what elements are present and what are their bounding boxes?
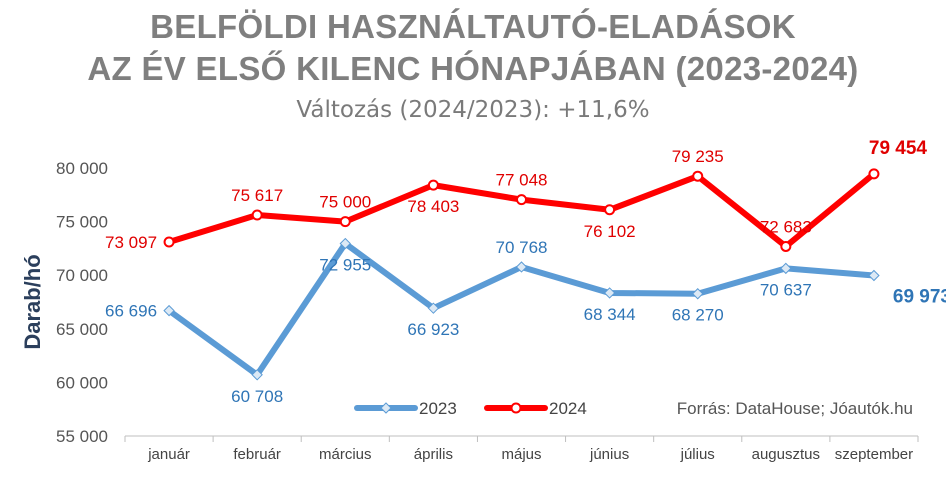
data-label-2024: 76 102 bbox=[584, 222, 636, 241]
data-label-2023: 69 973 bbox=[893, 286, 946, 307]
data-point-2023 bbox=[515, 261, 528, 273]
data-label-2023: 66 696 bbox=[105, 302, 157, 321]
data-point-2024 bbox=[427, 179, 439, 191]
data-point-2024 bbox=[163, 236, 175, 248]
data-point-2024 bbox=[251, 209, 263, 221]
chart-subtitle: Változás (2024/2023): +11,6% bbox=[296, 97, 650, 123]
data-label-2024: 73 097 bbox=[105, 233, 157, 252]
data-label-2023: 70 637 bbox=[760, 280, 812, 299]
y-tick-label: 75 000 bbox=[56, 213, 108, 232]
y-axis-title: Darab/hó bbox=[20, 254, 45, 349]
data-label-2024: 75 000 bbox=[319, 193, 371, 212]
data-label-2023: 60 708 bbox=[231, 387, 283, 406]
data-label-2024: 78 403 bbox=[407, 197, 459, 216]
data-label-2024: 77 048 bbox=[496, 171, 548, 190]
y-tick-label: 70 000 bbox=[56, 266, 108, 285]
x-tick-label: augusztus bbox=[752, 446, 820, 463]
data-point-2023 bbox=[339, 237, 351, 250]
data-point-2023 bbox=[780, 262, 792, 275]
y-tick-label: 80 000 bbox=[56, 159, 108, 178]
data-point-2024 bbox=[692, 170, 704, 182]
legend-label-2023: 2023 bbox=[419, 399, 457, 418]
x-tick-label: szeptember bbox=[835, 446, 913, 463]
y-tick-label: 60 000 bbox=[56, 373, 108, 392]
chart-title-line1: BELFÖLDI HASZNÁLTAUTÓ-ELADÁSOK bbox=[150, 8, 796, 45]
data-label-2024: 72 683 bbox=[760, 217, 812, 236]
x-tick-label: június bbox=[589, 446, 629, 463]
x-tick-label: április bbox=[414, 446, 453, 463]
data-point-2023 bbox=[692, 288, 704, 300]
legend-marker-2023 bbox=[380, 402, 392, 414]
data-point-2024 bbox=[604, 204, 616, 216]
x-tick-label: március bbox=[319, 446, 372, 463]
data-point-2023 bbox=[427, 302, 440, 314]
data-point-2024 bbox=[516, 194, 527, 206]
data-label-2024: 75 617 bbox=[231, 186, 283, 205]
y-tick-label: 65 000 bbox=[56, 320, 108, 339]
x-tick-label: február bbox=[233, 446, 281, 463]
source-note: Forrás: DataHouse; Jóautók.hu bbox=[677, 399, 913, 418]
legend-marker-2024 bbox=[510, 402, 522, 414]
x-tick-label: január bbox=[147, 446, 190, 463]
y-tick-label: 55 000 bbox=[56, 427, 108, 446]
data-point-2023 bbox=[251, 369, 263, 381]
data-label-2024: 79 235 bbox=[672, 147, 724, 166]
data-point-2023 bbox=[163, 304, 175, 317]
data-label-2023: 66 923 bbox=[407, 320, 459, 339]
data-point-2024 bbox=[339, 216, 351, 228]
data-point-2023 bbox=[868, 269, 880, 282]
chart-title-line2: AZ ÉV ELSŐ KILENC HÓNAPJÁBAN (2023-2024) bbox=[87, 50, 859, 87]
data-point-2023 bbox=[603, 287, 616, 299]
data-label-2023: 72 955 bbox=[319, 256, 371, 275]
legend-label-2024: 2024 bbox=[549, 399, 587, 418]
x-tick-label: május bbox=[501, 446, 541, 463]
data-point-2024 bbox=[780, 240, 792, 252]
x-tick-label: július bbox=[680, 446, 715, 463]
data-label-2024: 79 454 bbox=[869, 138, 928, 159]
data-label-2023: 68 344 bbox=[584, 305, 636, 324]
data-point-2024 bbox=[868, 168, 880, 180]
data-label-2023: 70 768 bbox=[496, 238, 548, 257]
data-label-2023: 68 270 bbox=[672, 306, 724, 325]
